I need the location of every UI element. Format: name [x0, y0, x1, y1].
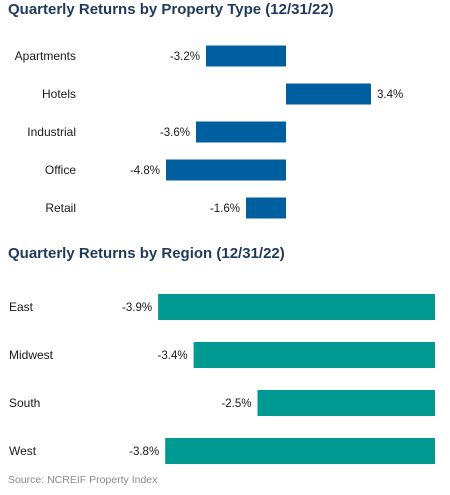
property-type-bar-chart: Apartments -3.2% Hotels 3.4% Industrial -3.6%… — [15, 45, 403, 219]
category-label: Midwest — [9, 348, 54, 362]
data-label: -2.5% — [221, 398, 251, 410]
category-label: Retail — [45, 201, 76, 215]
category-label: East — [9, 300, 34, 314]
category-label: Hotels — [42, 87, 76, 101]
category-label: West — [9, 444, 37, 458]
bar — [158, 294, 435, 320]
data-label: -1.6% — [210, 203, 240, 215]
data-label: -3.6% — [160, 127, 190, 139]
bar — [166, 159, 286, 181]
bar — [165, 438, 435, 464]
data-label: -3.4% — [158, 350, 188, 362]
bar — [246, 197, 286, 219]
bar — [286, 83, 371, 105]
category-label: Apartments — [15, 49, 76, 63]
data-label: -3.8% — [129, 446, 159, 458]
chart-title-region: Quarterly Returns by Region (12/31/22) — [8, 245, 285, 262]
source-note: Source: NCREIF Property Index — [8, 474, 158, 486]
category-label: Industrial — [27, 125, 76, 139]
bar — [193, 342, 435, 368]
data-label: -3.2% — [170, 51, 200, 63]
category-label: Office — [45, 163, 76, 177]
data-label: 3.4% — [377, 89, 403, 101]
data-label: -4.8% — [130, 165, 160, 177]
bar — [196, 121, 286, 143]
category-label: South — [9, 396, 40, 410]
bar — [206, 45, 286, 67]
bar — [257, 390, 435, 416]
data-label: -3.9% — [122, 302, 152, 314]
chart-title-property-type: Quarterly Returns by Property Type (12/3… — [8, 1, 334, 18]
